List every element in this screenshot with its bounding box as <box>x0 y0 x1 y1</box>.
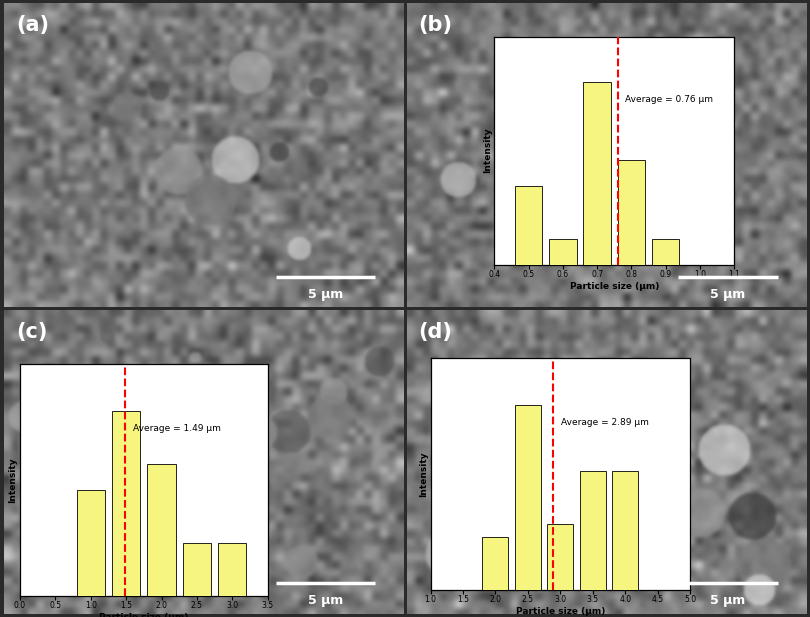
Text: (b): (b) <box>419 15 453 35</box>
Text: (d): (d) <box>419 322 453 342</box>
Text: (a): (a) <box>16 15 49 35</box>
Text: 5 μm: 5 μm <box>308 288 343 300</box>
Text: 5 μm: 5 μm <box>308 594 343 607</box>
Text: (c): (c) <box>16 322 48 342</box>
Text: 5 μm: 5 μm <box>710 288 746 300</box>
Text: 5 μm: 5 μm <box>710 594 746 607</box>
